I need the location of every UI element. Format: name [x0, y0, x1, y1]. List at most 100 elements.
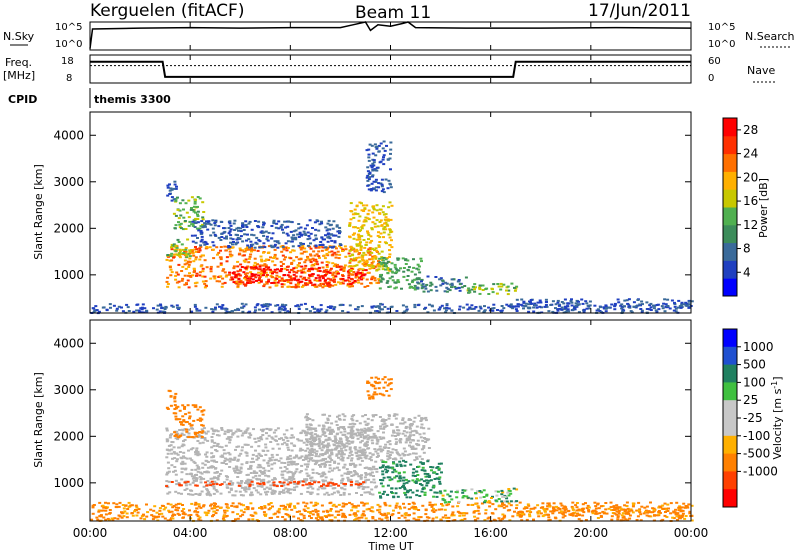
range-time-cell	[178, 429, 182, 431]
range-time-cell	[371, 211, 375, 214]
range-time-cell	[299, 275, 303, 278]
range-time-cell	[388, 454, 392, 456]
range-time-cell	[599, 505, 603, 508]
range-time-cell	[458, 305, 462, 308]
range-time-cell	[198, 227, 202, 230]
range-time-cell	[250, 275, 254, 278]
range-time-cell	[366, 179, 370, 182]
range-time-cell	[374, 256, 378, 259]
range-time-cell	[314, 508, 318, 511]
range-time-cell	[196, 450, 200, 453]
range-time-cell	[528, 510, 532, 513]
range-time-cell	[237, 283, 241, 286]
range-time-cell	[458, 289, 462, 292]
range-time-cell	[407, 480, 411, 483]
range-time-cell	[363, 427, 367, 430]
range-time-cell	[254, 489, 258, 492]
range-time-cell	[326, 419, 330, 422]
range-time-cell	[322, 441, 325, 444]
cpid-label: CPID	[8, 93, 37, 106]
range-time-cell	[337, 445, 341, 447]
range-time-cell	[429, 466, 433, 468]
range-time-cell	[387, 447, 391, 449]
range-time-cell	[563, 514, 567, 517]
range-time-cell	[290, 449, 294, 452]
range-time-cell	[196, 470, 200, 473]
range-time-cell	[491, 309, 495, 312]
range-time-cell	[298, 231, 302, 234]
range-time-cell	[399, 441, 402, 444]
range-time-cell	[501, 495, 505, 498]
range-time-cell	[170, 252, 174, 255]
range-time-cell	[254, 266, 258, 269]
range-time-cell	[195, 513, 199, 516]
range-time-cell	[234, 471, 238, 474]
range-time-cell	[225, 483, 229, 486]
range-time-cell	[313, 481, 317, 484]
range-time-cell	[562, 511, 566, 514]
range-time-cell	[124, 504, 128, 507]
range-time-cell	[179, 456, 183, 459]
range-time-cell	[107, 519, 111, 522]
range-time-cell	[562, 302, 566, 305]
range-time-cell	[184, 484, 188, 487]
range-time-cell	[274, 226, 278, 229]
range-time-cell	[393, 263, 397, 266]
range-time-cell	[408, 438, 412, 441]
range-time-cell	[350, 415, 354, 418]
range-time-cell	[427, 474, 431, 477]
range-time-cell	[353, 212, 357, 215]
range-time-cell	[236, 236, 240, 239]
range-time-cell	[181, 429, 185, 432]
range-time-cell	[235, 445, 239, 448]
range-time-cell	[335, 224, 339, 227]
range-time-cell	[346, 473, 349, 475]
range-time-cell	[356, 227, 360, 230]
range-time-cell	[260, 438, 264, 441]
range-time-cell	[347, 276, 351, 279]
range-time-cell	[280, 485, 284, 487]
range-time-cell	[200, 235, 204, 238]
range-time-cell	[153, 505, 157, 508]
range-time-cell	[91, 504, 95, 507]
range-time-cell	[225, 509, 229, 512]
range-time-cell	[253, 257, 257, 260]
range-time-cell	[349, 471, 353, 473]
range-time-cell	[397, 432, 401, 435]
range-time-cell	[327, 456, 331, 459]
range-time-cell	[228, 250, 232, 253]
range-time-cell	[628, 306, 632, 309]
range-time-cell	[183, 462, 187, 465]
range-time-cell	[673, 303, 677, 306]
range-time-cell	[358, 422, 362, 425]
range-time-cell	[261, 434, 265, 436]
range-time-cell	[308, 491, 312, 494]
range-time-cell	[258, 277, 261, 280]
range-time-cell	[420, 417, 424, 420]
range-time-cell	[348, 259, 352, 262]
range-time-cell	[284, 256, 287, 259]
range-time-cell	[551, 506, 555, 509]
range-time-cell	[382, 427, 386, 430]
range-time-cell	[206, 228, 210, 231]
range-time-cell	[231, 243, 234, 246]
range-time-cell	[680, 516, 684, 519]
range-time-cell	[194, 241, 198, 244]
range-time-cell	[450, 278, 454, 281]
range-time-cell	[272, 221, 276, 224]
range-time-cell	[356, 510, 360, 513]
range-time-cell	[673, 305, 677, 308]
range-time-cell	[115, 503, 119, 506]
range-time-cell	[193, 303, 197, 306]
range-time-cell	[172, 256, 175, 259]
range-time-cell	[336, 271, 339, 273]
range-time-cell	[243, 260, 247, 263]
range-time-cell	[291, 238, 295, 241]
range-time-cell	[181, 228, 185, 231]
range-time-cell	[277, 227, 281, 230]
range-time-cell	[306, 257, 310, 260]
range-time-cell	[268, 457, 272, 460]
range-time-cell	[420, 469, 424, 472]
range-time-cell	[544, 304, 548, 306]
range-time-cell	[212, 459, 216, 462]
